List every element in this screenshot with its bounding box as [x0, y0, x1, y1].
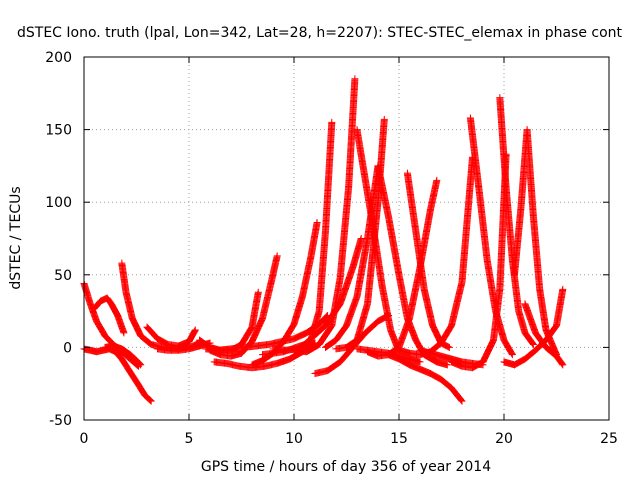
x-tick-label: 15	[390, 431, 408, 447]
series-28	[416, 346, 487, 369]
y-tick-label: 50	[54, 268, 72, 284]
series-points	[101, 342, 145, 369]
series-points	[511, 126, 560, 359]
series-22	[466, 114, 516, 359]
series-points	[143, 323, 199, 350]
series-points	[403, 169, 453, 351]
y-tick-label: -50	[49, 413, 72, 429]
y-tick-label: 200	[45, 50, 72, 66]
plot-area	[80, 75, 567, 405]
series-27	[202, 311, 332, 354]
x-axis-label: GPS time / hours of day 356 of year 2014	[201, 459, 491, 475]
series-points	[353, 345, 424, 366]
y-tick-label: 0	[63, 340, 72, 356]
series-30	[322, 162, 382, 351]
series-2	[91, 294, 128, 337]
x-axis: 0 5 10 15 20 25	[80, 57, 618, 447]
chart-title: dSTEC Iono. truth (lpal, Lon=342, Lat=28…	[17, 25, 623, 41]
series-29	[154, 339, 214, 354]
y-axis-label: dSTEC / TECUs	[8, 186, 24, 289]
series-20	[403, 169, 453, 351]
series-points	[80, 345, 155, 405]
series-5	[143, 323, 199, 350]
series-points	[202, 311, 332, 354]
series-points	[259, 235, 365, 359]
series-points	[416, 346, 487, 369]
plot-frame	[83, 56, 610, 421]
series-13	[259, 235, 365, 359]
series-1	[80, 345, 155, 405]
series-points	[91, 294, 128, 337]
y-axis: -50 0 50 100 150 200	[45, 50, 609, 429]
y-tick-label: 100	[45, 195, 72, 211]
series-points	[521, 300, 567, 369]
series-31	[353, 345, 424, 366]
series-points	[154, 339, 214, 354]
series-points	[322, 162, 382, 351]
x-tick-label: 0	[80, 431, 89, 447]
x-tick-label: 25	[600, 431, 618, 447]
x-tick-label: 20	[495, 431, 513, 447]
series-25	[511, 126, 560, 359]
series-26	[521, 300, 567, 369]
x-tick-label: 5	[185, 431, 194, 447]
series-points	[466, 114, 516, 359]
y-tick-label: 150	[45, 123, 72, 139]
series-4	[101, 342, 145, 369]
x-tick-label: 10	[285, 431, 303, 447]
